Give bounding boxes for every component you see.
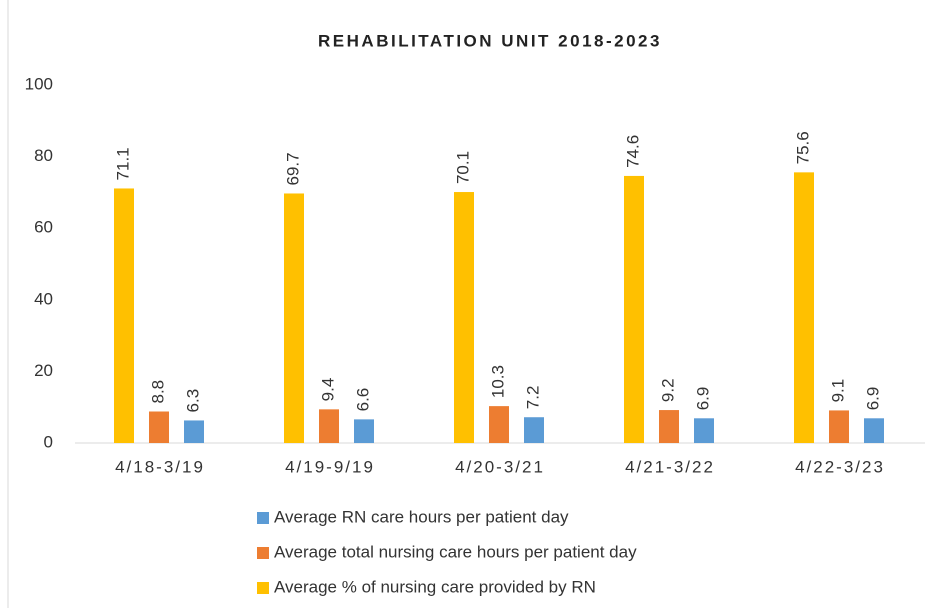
bar: [694, 418, 714, 443]
data-label: 10.3: [488, 365, 507, 398]
data-label: 8.8: [148, 380, 167, 404]
legend-swatch: [257, 547, 269, 559]
data-label: 6.9: [863, 387, 882, 411]
data-label: 75.6: [793, 131, 812, 164]
data-label: 6.6: [353, 388, 372, 412]
y-tick-label: 0: [44, 432, 53, 451]
data-label: 9.2: [658, 378, 677, 402]
data-label: 7.2: [523, 386, 542, 410]
bar: [284, 193, 304, 443]
bar: [114, 188, 134, 443]
x-tick-label: 4/18-3/19: [115, 457, 205, 476]
y-tick-label: 80: [34, 146, 53, 165]
legend-swatch: [257, 512, 269, 524]
data-label: 71.1: [113, 147, 132, 180]
bar: [354, 419, 374, 443]
bar: [624, 175, 644, 443]
legend-label: Average % of nursing care provided by RN: [274, 577, 596, 596]
data-label: 6.3: [183, 389, 202, 413]
data-label: 69.7: [283, 152, 302, 185]
y-tick-label: 20: [34, 361, 53, 380]
y-tick-label: 40: [34, 289, 53, 308]
data-label: 9.4: [318, 378, 337, 402]
bar: [524, 417, 544, 443]
bar: [829, 410, 849, 443]
data-label: 9.1: [828, 379, 847, 403]
x-tick-label: 4/20-3/21: [455, 457, 545, 476]
bar: [319, 409, 339, 443]
x-tick-label: 4/22-3/23: [795, 457, 885, 476]
bar: [184, 420, 204, 443]
x-tick-label: 4/19-9/19: [285, 457, 375, 476]
legend-label: Average total nursing care hours per pat…: [274, 542, 637, 561]
legend-label: Average RN care hours per patient day: [274, 507, 569, 526]
y-tick-label: 60: [34, 218, 53, 237]
legend-swatch: [257, 582, 269, 594]
data-label: 74.6: [623, 135, 642, 168]
chart-title: REHABILITATION UNIT 2018-2023: [318, 31, 662, 50]
x-tick-label: 4/21-3/22: [625, 457, 715, 476]
y-tick-label: 100: [25, 74, 53, 93]
bar: [489, 406, 509, 443]
bar: [149, 411, 169, 443]
bar: [864, 418, 884, 443]
bar: [454, 192, 474, 443]
bar: [659, 410, 679, 443]
bar: [794, 172, 814, 444]
data-label: 6.9: [693, 387, 712, 411]
data-label: 70.1: [453, 151, 472, 184]
